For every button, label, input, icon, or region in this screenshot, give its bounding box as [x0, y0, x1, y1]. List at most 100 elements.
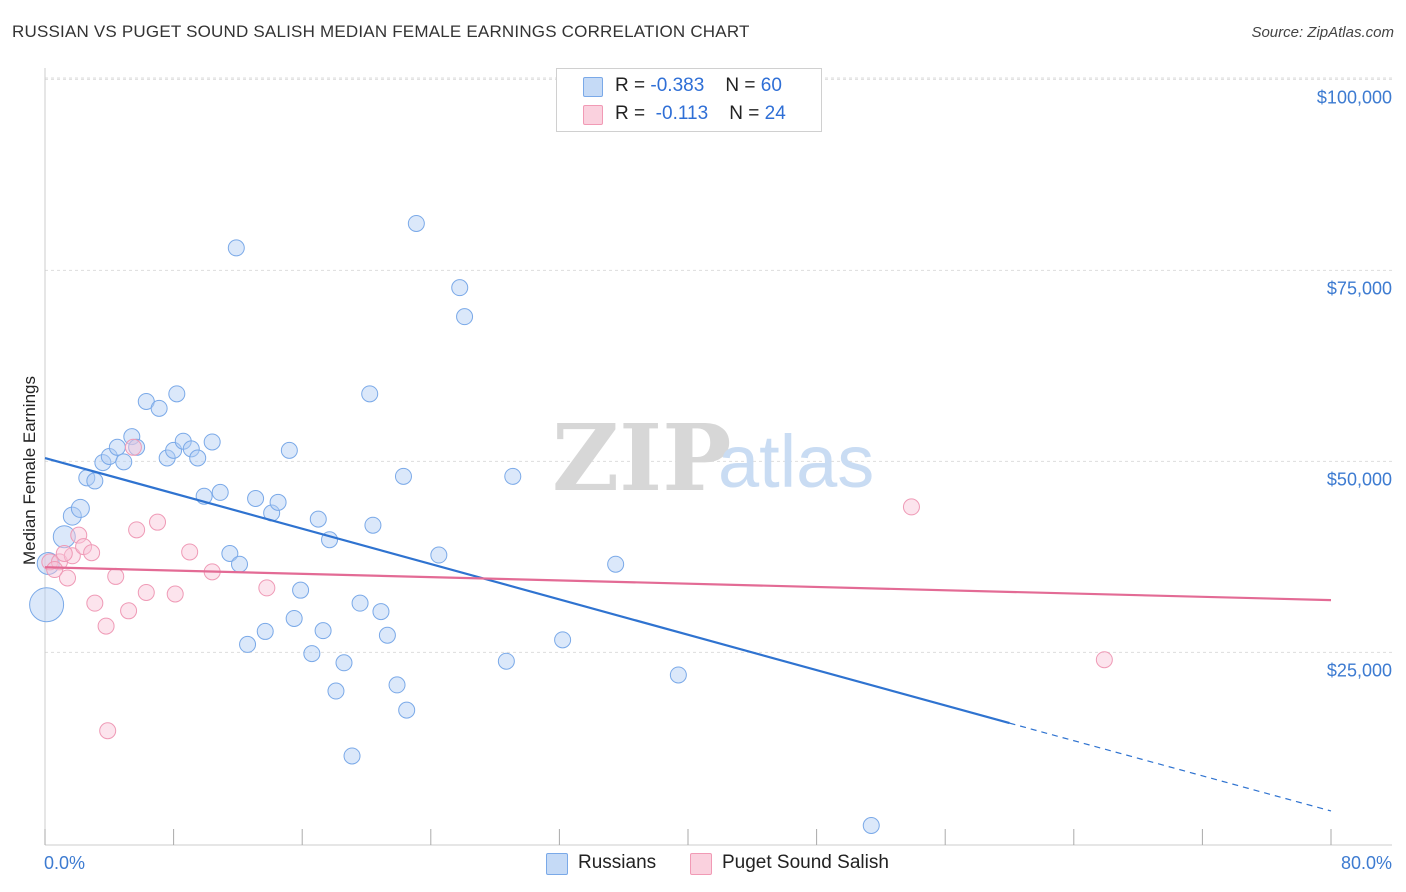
- puget-sound-salish-trend-line: [44, 566, 1332, 602]
- y-tick-label: $25,000: [1327, 660, 1392, 680]
- russians-point: [62, 506, 82, 526]
- puget-sound-salish-point: [902, 498, 920, 516]
- russians-point: [108, 438, 126, 456]
- y-tick-label: $75,000: [1327, 278, 1392, 298]
- puget-sound-salish-point: [120, 602, 138, 620]
- russians-point: [351, 594, 369, 612]
- russians-point: [554, 631, 572, 649]
- puget-sound-salish-point: [46, 561, 64, 579]
- russians-point: [280, 441, 298, 459]
- puget-sound-salish-point: [83, 544, 101, 562]
- russians-point: [239, 635, 257, 653]
- puget-sound-salish-point: [137, 583, 155, 601]
- y-tick-label: $100,000: [1317, 87, 1392, 107]
- russians-point: [231, 555, 249, 573]
- russians-point: [303, 645, 321, 663]
- x-tick-label: 80.0%: [1341, 853, 1392, 873]
- russians-point: [327, 682, 345, 700]
- puget-sound-salish-point: [97, 617, 115, 635]
- n-label: N =: [729, 103, 760, 124]
- bottom-legend-label-puget-sound-salish: Puget Sound Salish: [722, 852, 889, 873]
- russians-point: [862, 816, 880, 834]
- russians-point: [407, 214, 425, 232]
- axes: [44, 68, 1392, 846]
- legend-stats-russians: R = -0.383 N = 60: [615, 75, 782, 97]
- russians-point: [361, 385, 379, 403]
- legend-stats-puget-sound-salish: R = -0.113 N = 24: [615, 103, 786, 125]
- puget-sound-salish-point: [99, 722, 117, 740]
- x-tick-label: 0.0%: [44, 853, 85, 873]
- russians-point: [70, 498, 90, 518]
- russians-point: [29, 587, 65, 623]
- puget-sound-salish-point: [107, 567, 125, 585]
- legend-swatch-puget-sound-salish: [583, 105, 603, 125]
- chart-title: RUSSIAN VS PUGET SOUND SALISH MEDIAN FEM…: [12, 22, 750, 41]
- axis-labels: $25,000 $50,000 $75,000 $100,000 0.0% 80.0% Me…: [20, 87, 1392, 873]
- russians-point: [123, 428, 141, 446]
- russians-point: [343, 747, 361, 765]
- russians-point: [504, 467, 522, 485]
- russians-point: [168, 385, 186, 403]
- russians-point: [497, 652, 515, 670]
- russians-trend-line: [44, 456, 1010, 725]
- r-value: -0.383: [650, 75, 705, 96]
- r-value: -0.113: [655, 103, 709, 124]
- russians-point: [227, 239, 245, 257]
- correlation-legend: R = -0.383 N = 60 R = -0.113 N = 24: [556, 68, 822, 132]
- russians-point: [86, 472, 104, 490]
- puget-sound-salish-point: [181, 543, 199, 561]
- trend-lines: [44, 456, 1332, 812]
- puget-sound-salish-point: [149, 513, 167, 531]
- russians-point: [292, 581, 310, 599]
- russians-point: [378, 626, 396, 644]
- chart-source: Source: ZipAtlas.com: [1251, 24, 1394, 41]
- bottom-legend-swatch-puget-sound-salish: [690, 853, 712, 875]
- n-label: N =: [725, 75, 756, 96]
- puget-sound-salish-point: [1095, 651, 1113, 669]
- russians-point: [52, 525, 76, 549]
- puget-sound-salish-point: [59, 569, 77, 587]
- r-label: R =: [615, 103, 646, 124]
- bottom-legend-swatch-russians: [546, 853, 568, 875]
- russians-point: [221, 545, 239, 563]
- russians-point: [430, 546, 448, 564]
- russians-point: [211, 483, 229, 501]
- russians-point: [189, 449, 207, 467]
- bottom-legend-label-russians: Russians: [578, 852, 657, 873]
- russians-point: [335, 654, 353, 672]
- r-label: R =: [615, 75, 646, 96]
- n-value: 24: [764, 103, 786, 124]
- russians-point: [115, 453, 133, 471]
- russians-point: [269, 493, 287, 511]
- russians-point: [607, 555, 625, 573]
- russians-point: [451, 279, 469, 297]
- russians-point: [203, 433, 221, 451]
- russians-point: [94, 454, 112, 472]
- russians-point: [398, 701, 416, 719]
- puget-sound-salish-point: [86, 594, 104, 612]
- watermark-zip: ZIP: [552, 404, 731, 512]
- puget-sound-salish-point: [55, 545, 73, 563]
- n-value: 60: [760, 75, 782, 96]
- russians-point: [182, 440, 200, 458]
- russians-point: [150, 399, 168, 417]
- russians-point: [372, 603, 390, 621]
- russians-trend-extension: [1009, 722, 1332, 812]
- puget-sound-salish-point: [124, 438, 142, 456]
- watermark-atlas: atlas: [718, 420, 874, 503]
- puget-sound-salish-point: [128, 521, 146, 539]
- puget-sound-salish-point: [166, 585, 184, 603]
- russians-point: [314, 622, 332, 640]
- y-axis-label: Median Female Earnings: [20, 376, 39, 565]
- russians-point: [669, 666, 687, 684]
- russians-point: [247, 490, 265, 507]
- russians-point: [256, 622, 274, 640]
- russians-point: [394, 467, 412, 485]
- russians-point: [285, 609, 303, 627]
- russians-point: [388, 676, 406, 694]
- russians-point: [309, 510, 327, 528]
- data-points: [29, 214, 1113, 834]
- russians-point: [456, 308, 474, 326]
